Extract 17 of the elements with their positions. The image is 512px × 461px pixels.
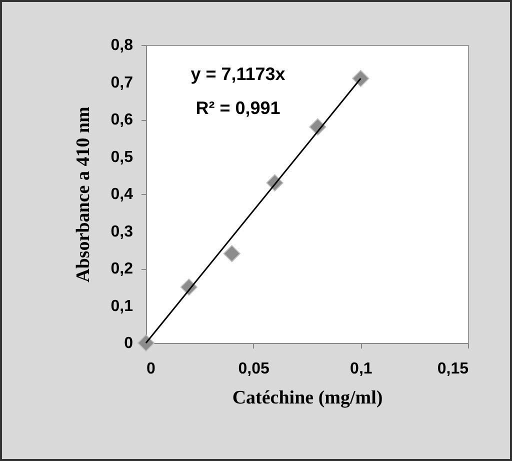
y-tick-label: 0,6 (110, 112, 134, 128)
y-tick-label: 0,4 (110, 186, 134, 203)
y-tick-label: 0,5 (110, 148, 134, 166)
x-tick-label: 0,1 (350, 360, 372, 378)
y-tick-label: 0,1 (110, 298, 134, 315)
annotation: R² = 0,991 (196, 98, 280, 118)
y-tick-label: 0,3 (110, 223, 134, 240)
x-tick-label: 0,05 (238, 360, 270, 378)
x-tick-label: 0,15 (437, 360, 469, 378)
y-tick-label: 0 (124, 335, 134, 352)
x-tick-label: 0 (146, 360, 156, 378)
y-tick-label: 0,8 (110, 37, 134, 54)
y-axis-title: Absorbance a 410 nm (73, 106, 94, 282)
annotation: y = 7,1173x (190, 64, 286, 84)
y-tick-label: 0,2 (110, 260, 134, 278)
x-axis-title: Catéchine (mg/ml) (232, 388, 383, 408)
y-tick-label: 0,7 (110, 74, 134, 92)
